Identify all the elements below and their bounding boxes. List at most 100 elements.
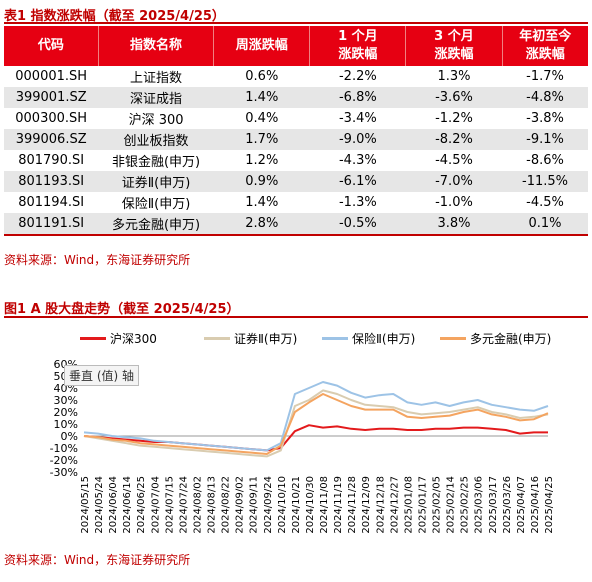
column-header: 代码 [4, 26, 99, 66]
table-row: 801194.SI 保险Ⅱ(申万) 1.4% -1.3% -1.0% -4.5% [4, 192, 588, 213]
legend-item: 证券Ⅱ(申万) [204, 330, 297, 347]
legend-label: 保险Ⅱ(申万) [352, 332, 416, 346]
x-tick-label: 2024/07/24 [178, 476, 189, 534]
index-performance-table: 代码 指数名称 周涨跌幅 1 个月 涨跌幅 3 个月 涨跌幅 年初至今 涨跌幅 000001.S… [4, 26, 588, 236]
x-tick-label: 2024/09/02 [235, 476, 246, 534]
table-source: 资料来源：Wind，东海证券研究所 [4, 253, 191, 267]
x-tick-label: 2024/11/08 [319, 476, 330, 534]
legend-swatch [322, 337, 348, 340]
table-cell: -3.6% [405, 87, 503, 108]
table-cell: -7.0% [405, 171, 503, 192]
y-tick-label: -20% [50, 454, 78, 467]
table-header-row: 代码 指数名称 周涨跌幅 1 个月 涨跌幅 3 个月 涨跌幅 年初至今 涨跌幅 [4, 26, 588, 66]
table-cell: 399001.SZ [4, 87, 99, 108]
column-header: 3 个月 涨跌幅 [405, 26, 503, 66]
x-tick-label: 2024/10/21 [291, 476, 302, 534]
x-tick-label: 2025/01/17 [417, 476, 428, 534]
figure-title: 图1 A 股大盘走势（截至 2025/4/25） [4, 302, 240, 317]
table-cell: 801193.SI [4, 171, 99, 192]
table-cell: 1.4% [213, 87, 310, 108]
x-tick-label: 2024/05/15 [80, 476, 91, 534]
x-tick-label: 2024/06/14 [122, 476, 133, 534]
table-cell: -3.8% [526, 111, 564, 126]
table-cell: -4.3% [338, 153, 377, 168]
series-line [83, 393, 549, 455]
table-cell: -4.5% [526, 195, 564, 210]
figure-rule [4, 316, 588, 318]
table-cell: 0.9% [213, 171, 310, 192]
table-cell: 3.8% [405, 213, 503, 236]
x-tick-label: 2024/05/24 [94, 476, 105, 534]
legend-label: 沪深300 [110, 332, 157, 346]
table-cell: -1.0% [435, 195, 473, 210]
x-tick-label: 2024/06/25 [136, 476, 147, 534]
table-cell: 000001.SH [15, 69, 88, 84]
table-cell: 证券Ⅱ(申万) [98, 171, 214, 192]
table-cell: -9.1% [502, 129, 588, 150]
x-tick-label: 2025/04/16 [530, 476, 541, 534]
table-cell: 0.6% [245, 69, 279, 84]
x-tick-label: 2024/09/24 [263, 476, 274, 534]
x-tick-label: 2024/12/27 [389, 476, 400, 534]
table-cell: 1.3% [437, 69, 471, 84]
table-cell: -8.2% [405, 129, 503, 150]
legend-item: 沪深300 [80, 330, 157, 347]
x-tick-label: 2025/03/06 [474, 476, 485, 534]
legend-swatch [440, 337, 466, 340]
legend-item: 保险Ⅱ(申万) [322, 330, 415, 347]
legend-label: 多元金融(申万) [470, 332, 552, 346]
y-tick-label: 30% [54, 394, 78, 407]
y-tick-label: 0% [61, 430, 78, 443]
table-cell: -1.7% [526, 69, 564, 84]
column-header: 周涨跌幅 [213, 26, 311, 66]
table-cell: 多元金融(申万) [98, 213, 214, 236]
table-cell: -1.3% [338, 195, 377, 210]
table-cell: 000300.SH [15, 111, 88, 126]
x-tick-label: 2025/02/14 [446, 476, 457, 534]
table-cell: 沪深 300 [128, 113, 184, 128]
table-cell: 非银金融(申万) [111, 155, 201, 170]
legend-label: 证券Ⅱ(申万) [234, 332, 298, 346]
table-cell: 深证成指 [98, 87, 214, 108]
table-row: 399001.SZ 深证成指 1.4% -6.8% -3.6% -4.8% [4, 87, 588, 108]
legend-item: 多元金融(申万) [440, 330, 551, 347]
series-line [83, 381, 549, 452]
x-tick-label: 2024/10/30 [305, 476, 316, 534]
x-tick-label: 2024/08/22 [221, 476, 232, 534]
table-row: 399006.SZ 创业板指数 1.7% -9.0% -8.2% -9.1% [4, 129, 588, 150]
table-cell: 0.4% [245, 111, 279, 126]
y-tick-label: 20% [54, 406, 78, 419]
y-tick-label: 10% [54, 418, 78, 431]
table-cell: -6.1% [309, 171, 406, 192]
table-cell: 上证指数 [130, 71, 183, 86]
y-tick-label: -10% [50, 442, 78, 455]
table-cell: -2.2% [338, 69, 377, 84]
chart-legend: 沪深300 证券Ⅱ(申万) 保险Ⅱ(申万) 多元金融(申万) [0, 330, 592, 348]
table-cell: 0.1% [502, 213, 588, 236]
table-row: 000300.SH 沪深 300 0.4% -3.4% -1.2% -3.8% [4, 108, 588, 129]
table-cell: -3.4% [338, 111, 377, 126]
table-body: 000001.SH 上证指数 0.6% -2.2% 1.3% -1.7% 399001.SZ… [4, 66, 588, 236]
figure-source: 资料来源：Wind，东海证券研究所 [4, 553, 191, 567]
x-tick-label: 2024/10/10 [277, 476, 288, 534]
table-cell: -0.5% [309, 213, 406, 236]
x-tick-label: 2025/03/26 [502, 476, 513, 534]
x-tick-label: 2024/07/15 [164, 476, 175, 534]
table-cell: 801194.SI [18, 195, 85, 210]
legend-swatch [80, 337, 106, 340]
table-cell: -1.2% [435, 111, 473, 126]
table-row: 000001.SH 上证指数 0.6% -2.2% 1.3% -1.7% [4, 66, 588, 87]
series-line [83, 389, 549, 458]
table-row: 801790.SI 非银金融(申万) 1.2% -4.3% -4.5% -8.6% [4, 150, 588, 171]
x-tick-label: 2024/07/04 [150, 476, 161, 534]
x-tick-label: 2024/08/13 [207, 476, 218, 534]
table-row: 801191.SI 多元金融(申万) 2.8% -0.5% 3.8% 0.1% [4, 213, 588, 236]
x-tick-label: 2025/04/25 [544, 476, 555, 534]
table-row: 801193.SI 证券Ⅱ(申万) 0.9% -6.1% -7.0% -11.5% [4, 171, 588, 192]
y-tick-label: -30% [50, 466, 78, 479]
x-tick-label: 2025/04/07 [516, 476, 527, 534]
column-header: 指数名称 [98, 26, 215, 66]
table-cell: -9.0% [309, 129, 406, 150]
x-tick-label: 2025/02/25 [460, 476, 471, 534]
legend-swatch [204, 337, 230, 340]
